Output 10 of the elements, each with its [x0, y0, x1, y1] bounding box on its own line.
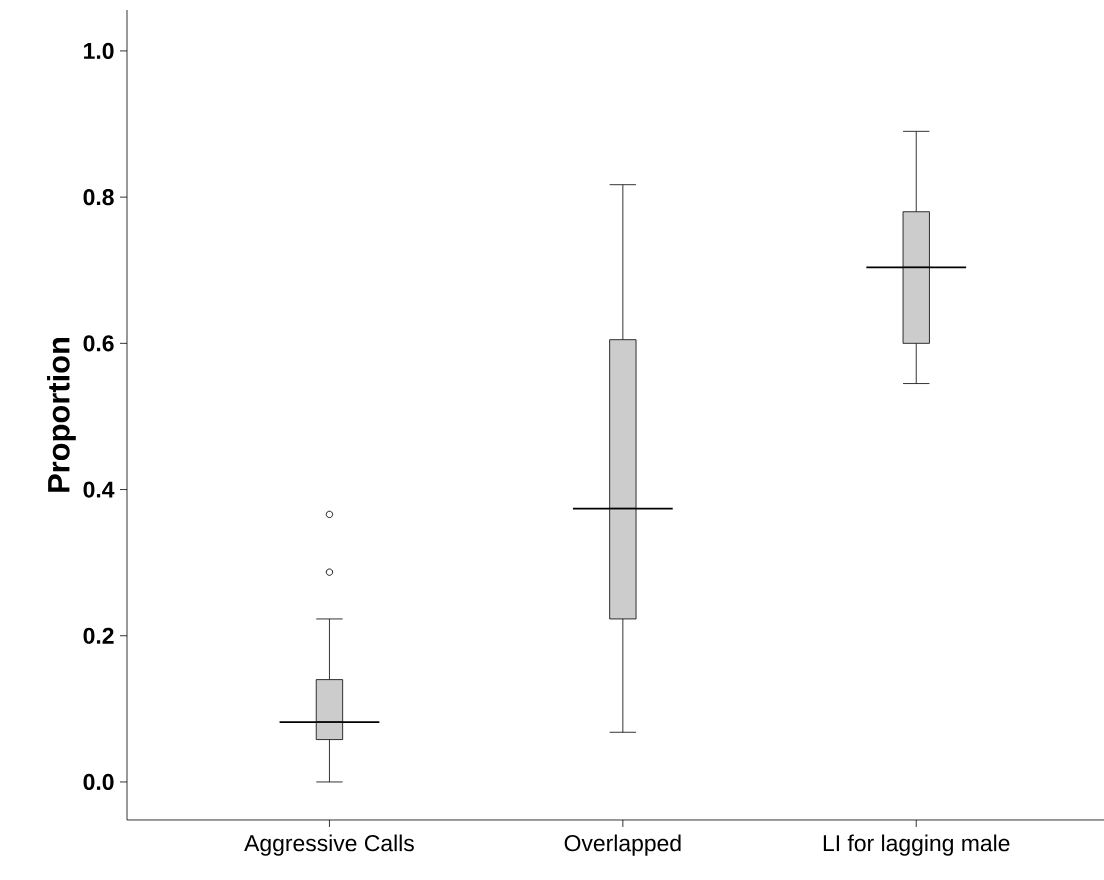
y-tick-label: 0.4 — [83, 481, 115, 498]
y-axis-title: Proportion — [46, 337, 76, 492]
y-tick-label: 0.8 — [83, 189, 114, 206]
y-tick-label: 0.0 — [83, 773, 114, 791]
y-tick-label: 0.6 — [83, 335, 114, 352]
y-tick-label: 1.0 — [84, 42, 114, 60]
x-tick-label: Aggressive Calls — [244, 834, 414, 856]
x-tick-label: LI for lagging male — [823, 834, 1010, 856]
y-tick-label: 0.2 — [83, 627, 114, 644]
x-tick-label: Overlapped — [564, 834, 681, 856]
